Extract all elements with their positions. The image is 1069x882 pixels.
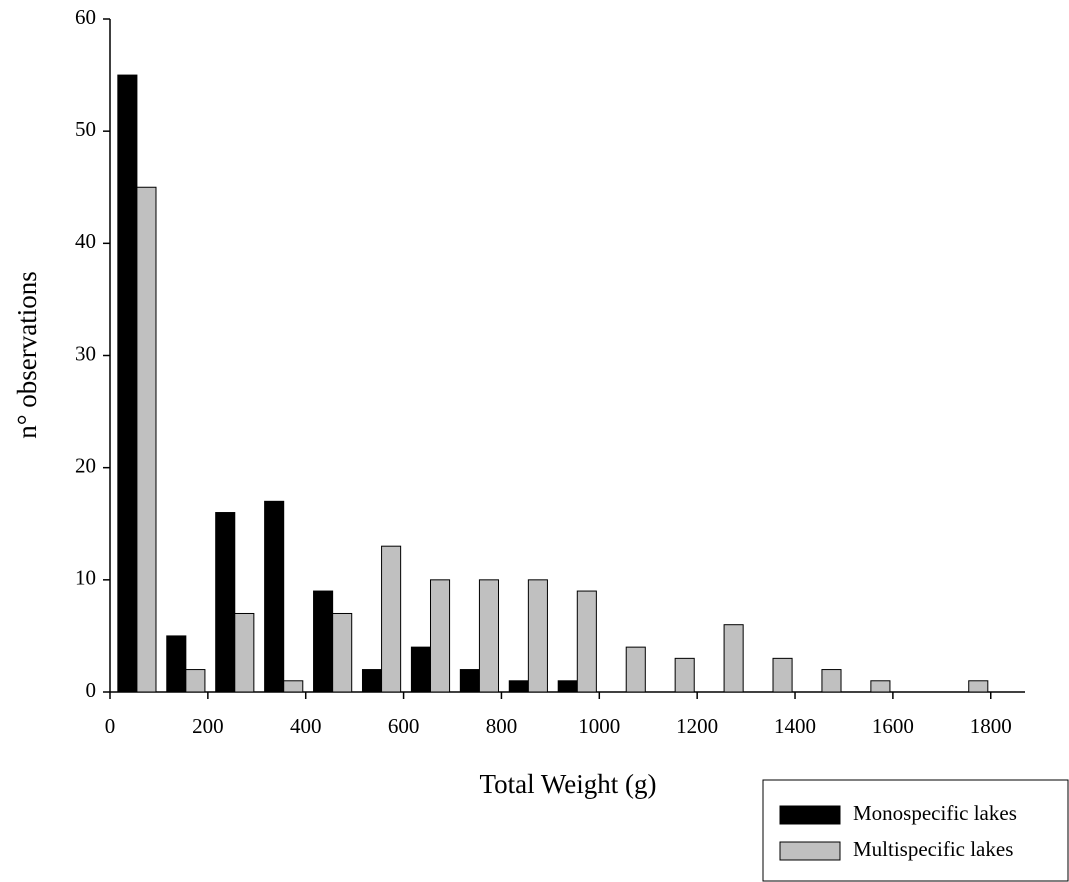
bar (410, 646, 431, 693)
bar (821, 669, 842, 693)
y-axis-title: n° observations (12, 271, 42, 439)
x-tick-label: 1400 (774, 714, 816, 738)
bar (576, 590, 597, 693)
bar (557, 680, 578, 693)
y-tick-label: 20 (75, 453, 96, 477)
legend-box (762, 779, 1069, 882)
bar (166, 635, 187, 693)
bar (136, 186, 157, 693)
legend-swatch (779, 805, 841, 825)
legend-label: Monospecific lakes (853, 801, 1017, 825)
bar (332, 612, 353, 693)
bar (527, 579, 548, 693)
bar (283, 680, 304, 693)
bar (117, 74, 138, 693)
bar (772, 657, 793, 693)
bar (723, 624, 744, 693)
y-tick-label: 0 (86, 678, 97, 702)
bar (381, 545, 402, 693)
y-tick-label: 10 (75, 566, 96, 590)
bar (185, 669, 206, 693)
x-tick-label: 200 (192, 714, 224, 738)
x-tick-label: 1000 (578, 714, 620, 738)
x-axis-title: Total Weight (g) (480, 769, 657, 799)
y-tick-label: 60 (75, 5, 96, 29)
x-tick-label: 400 (290, 714, 322, 738)
legend-label: Multispecific lakes (853, 837, 1013, 861)
bar (968, 680, 989, 693)
y-tick-label: 30 (75, 341, 96, 365)
bar (508, 680, 529, 693)
x-tick-label: 1600 (872, 714, 914, 738)
x-tick-label: 0 (105, 714, 116, 738)
bar (215, 512, 236, 693)
legend-swatch (779, 841, 841, 861)
bar (459, 669, 480, 693)
bar (264, 500, 285, 693)
bar (313, 590, 334, 693)
y-tick-label: 50 (75, 117, 96, 141)
x-tick-label: 800 (486, 714, 518, 738)
bar (478, 579, 500, 693)
bar (429, 579, 451, 693)
x-tick-label: 1200 (676, 714, 718, 738)
bar (674, 657, 695, 693)
x-tick-label: 1800 (970, 714, 1012, 738)
bar (625, 646, 646, 693)
y-tick-label: 40 (75, 229, 96, 253)
bar (870, 680, 891, 693)
bar (361, 669, 383, 693)
x-tick-label: 600 (388, 714, 420, 738)
bar (234, 612, 255, 693)
